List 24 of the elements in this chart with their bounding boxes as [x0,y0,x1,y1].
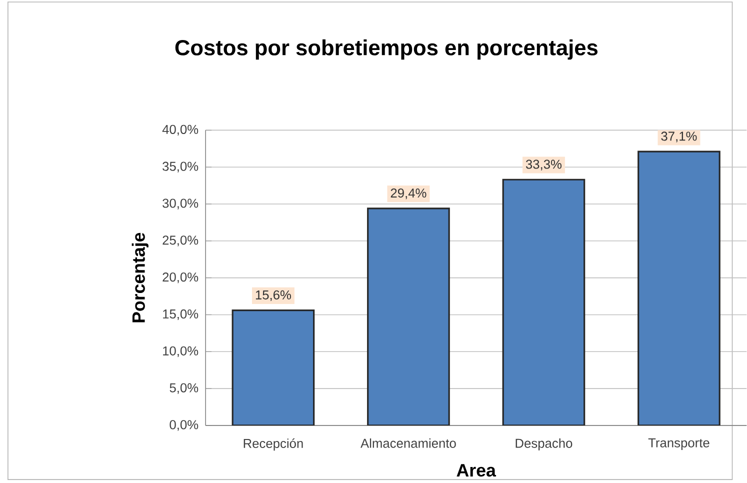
x-tick-label: Despacho [516,438,572,450]
y-tick-label: 15,0% [163,309,198,320]
x-tick-label: Transporte [648,438,710,450]
x-tick-label: Almacenamiento [360,438,456,448]
y-tick-label: 35,0% [162,162,198,172]
bar [367,208,450,426]
data-label: 37,1% [661,132,697,142]
x-tick-label: Recepción [244,438,303,450]
bar [232,309,315,426]
y-tick-label: 5,0% [170,383,198,394]
bar [502,178,586,426]
y-tick-label: 40,0% [162,124,198,136]
data-label: 33,3% [526,160,562,170]
y-tick-label: 25,0% [162,235,198,246]
y-axis-title: Porcentaje [132,232,148,322]
y-tick-label: 0,0% [170,420,198,431]
data-label: 15,6% [256,290,291,301]
chart-title: Costos por sobretiempos en porcentajes [175,39,598,60]
bar [638,150,720,426]
y-tick-label: 10,0% [163,346,198,357]
x-axis-title: Area [456,464,496,477]
y-tick-label: 20,0% [162,272,198,284]
data-label: 29,4% [390,188,426,200]
y-tick-label: 30,0% [162,198,198,210]
